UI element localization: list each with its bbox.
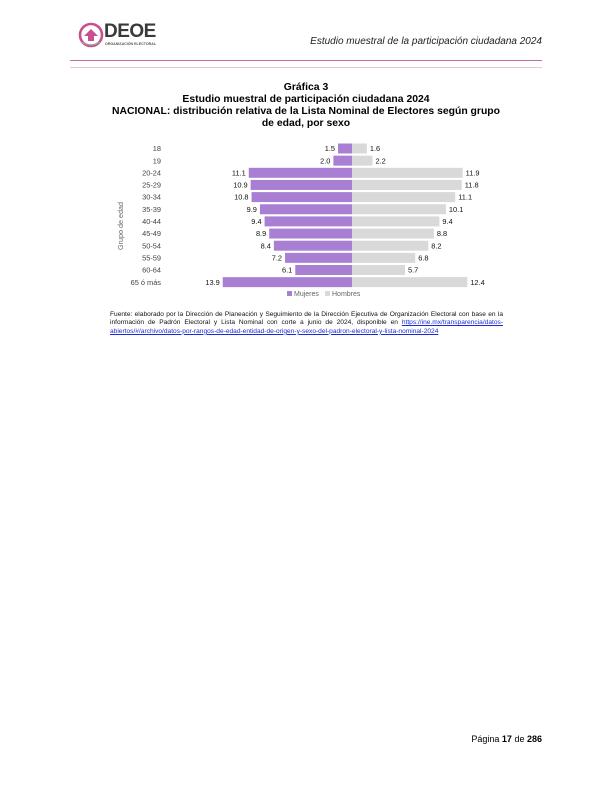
- bar-hombres: [352, 167, 463, 178]
- page-number: 17: [501, 734, 512, 744]
- page-label: Página: [471, 734, 500, 744]
- bar-hombres: [352, 143, 367, 154]
- bar-mujeres: [259, 204, 352, 215]
- source-note: Fuente: elaborado por la Dirección de Pl…: [110, 311, 503, 336]
- data-label-mujeres: 10.9: [233, 181, 247, 190]
- figure-titles: Gráfica 3 Estudio muestral de participac…: [110, 82, 502, 130]
- data-label-hombres: 11.9: [466, 168, 480, 177]
- logo-subtitle: ORGANIZACIÓN ELECTORAL: [105, 42, 157, 46]
- bar-mujeres: [269, 228, 352, 239]
- population-pyramid-chart: Grupo de edad 18 1.5 1.6 19 2.0 2.2 20-24 11.1 1…: [116, 143, 485, 298]
- legend-label-hombres: Hombres: [332, 291, 361, 298]
- document-title: Estudio muestral de la participación ciu…: [310, 36, 542, 47]
- category-label: 65 ó más: [131, 278, 162, 287]
- bar-hombres: [352, 265, 406, 275]
- bar-mujeres: [338, 143, 352, 154]
- bar-hombres: [352, 216, 440, 227]
- category-label: 25-29: [142, 181, 161, 190]
- legend-label-mujeres: Mujeres: [294, 291, 319, 298]
- data-label-hombres: 8.8: [437, 229, 447, 238]
- figure-title-line1: Estudio muestral de participación ciudad…: [182, 94, 430, 105]
- bar-hombres: [352, 277, 468, 288]
- header-rule-light: [70, 67, 542, 68]
- category-label: 40-44: [142, 217, 161, 226]
- legend-swatch-hombres: [325, 291, 330, 296]
- category-label: 45-49: [142, 229, 161, 238]
- bar-hombres: [352, 252, 416, 263]
- category-label: 19: [153, 156, 161, 165]
- bar-mujeres: [251, 192, 352, 203]
- bar-mujeres: [295, 265, 352, 275]
- bar-mujeres: [248, 167, 352, 178]
- figure-title-line2: NACIONAL: distribución relativa de la Li…: [112, 106, 500, 129]
- category-label: 60-64: [142, 266, 161, 275]
- data-label-mujeres: 9.4: [251, 217, 261, 226]
- data-label-hombres: 1.6: [370, 144, 380, 153]
- bar-hombres: [352, 204, 446, 215]
- data-label-hombres: 6.8: [418, 253, 428, 262]
- logo-text: DEOE: [104, 21, 156, 42]
- data-label-hombres: 11.1: [458, 193, 472, 202]
- category-label: 55-59: [142, 253, 161, 262]
- data-label-mujeres: 8.4: [261, 241, 271, 250]
- bar-hombres: [352, 155, 373, 166]
- bar-mujeres: [285, 252, 352, 263]
- of-label: de: [514, 734, 525, 744]
- data-label-hombres: 2.2: [375, 156, 385, 165]
- data-label-hombres: 12.4: [470, 278, 484, 287]
- data-label-hombres: 5.7: [408, 266, 418, 275]
- deoe-logo: DEOE ORGANIZACIÓN ELECTORAL: [78, 21, 178, 50]
- data-label-mujeres: 6.1: [282, 266, 292, 275]
- category-label: 30-34: [142, 193, 161, 202]
- category-label: 35-39: [142, 205, 161, 214]
- data-label-mujeres: 7.2: [272, 253, 282, 262]
- data-label-hombres: 9.4: [442, 217, 452, 226]
- bar-hombres: [352, 240, 429, 251]
- figure-number: Gráfica 3: [283, 82, 329, 93]
- data-label-mujeres: 1.5: [325, 144, 335, 153]
- legend-swatch-mujeres: [287, 291, 292, 296]
- category-label: 20-24: [142, 168, 161, 177]
- page-header: DEOE ORGANIZACIÓN ELECTORAL Estudio mues…: [0, 0, 612, 70]
- bar-hombres: [352, 192, 456, 203]
- bar-mujeres: [264, 216, 352, 227]
- data-label-mujeres: 2.0: [320, 156, 330, 165]
- source-link[interactable]: https://ine.mx/transparencia/datos-abier…: [110, 319, 503, 335]
- data-label-mujeres: 8.9: [256, 229, 266, 238]
- bar-hombres: [352, 179, 462, 190]
- y-axis-label: Grupo de edad: [116, 202, 125, 250]
- data-label-hombres: 11.8: [465, 181, 479, 190]
- bar-mujeres: [333, 155, 352, 166]
- bar-mujeres: [250, 179, 352, 190]
- data-label-mujeres: 11.1: [232, 168, 246, 177]
- data-label-hombres: 8.2: [431, 241, 441, 250]
- bar-hombres: [352, 228, 434, 239]
- category-label: 18: [153, 144, 161, 153]
- category-label: 50-54: [142, 241, 161, 250]
- data-label-hombres: 10.1: [449, 205, 463, 214]
- page-footer: Página 17 de 286: [471, 734, 542, 744]
- data-label-mujeres: 13.9: [205, 278, 219, 287]
- bar-mujeres: [222, 277, 352, 288]
- logo-emblem-icon: [78, 22, 104, 48]
- bar-mujeres: [273, 240, 352, 251]
- header-rule: [70, 60, 542, 61]
- total-pages: 286: [526, 734, 542, 744]
- source-text: Fuente: elaborado por la Dirección de Pl…: [110, 311, 503, 327]
- data-label-mujeres: 9.9: [247, 205, 257, 214]
- data-label-mujeres: 10.8: [234, 193, 248, 202]
